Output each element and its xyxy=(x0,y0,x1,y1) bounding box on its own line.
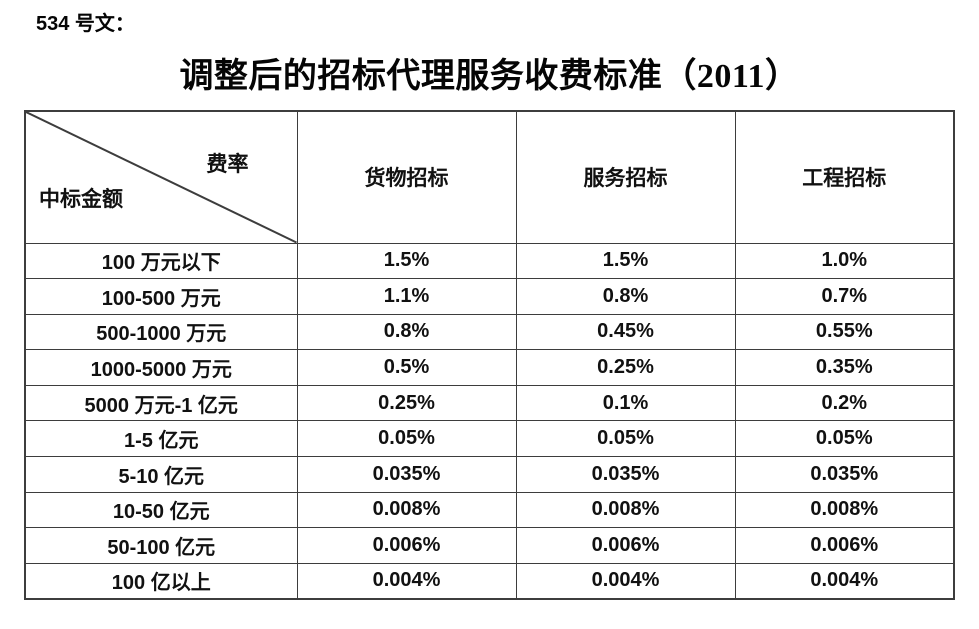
diagonal-divider-line xyxy=(26,112,297,243)
row-label: 500-1000 万元 xyxy=(24,313,298,351)
fee-cell: 0.2% xyxy=(734,384,955,422)
fee-cell: 0.035% xyxy=(515,456,736,493)
table-row: 1-5 亿元 0.05% 0.05% 0.05% xyxy=(24,420,955,458)
fee-cell: 0.006% xyxy=(734,527,955,564)
row-label: 100 亿以上 xyxy=(24,562,298,600)
row-label: 50-100 亿元 xyxy=(24,527,298,564)
fee-cell: 0.5% xyxy=(296,349,517,386)
row-label: 100 万元以下 xyxy=(24,242,298,280)
row-label: 5-10 亿元 xyxy=(24,456,298,493)
table-row: 10-50 亿元 0.008% 0.008% 0.008% xyxy=(24,491,955,529)
table-row: 100-500 万元 1.1% 0.8% 0.7% xyxy=(24,278,955,315)
fee-cell: 0.004% xyxy=(296,562,517,600)
fee-cell: 0.008% xyxy=(296,491,517,529)
row-label: 1-5 亿元 xyxy=(24,420,298,458)
fee-cell: 0.1% xyxy=(515,384,736,422)
fee-cell: 0.55% xyxy=(734,313,955,351)
table-row: 5000 万元-1 亿元 0.25% 0.1% 0.2% xyxy=(24,384,955,422)
fee-cell: 0.8% xyxy=(515,278,736,315)
corner-header-cell: 费率 中标金额 xyxy=(24,110,298,244)
fee-cell: 0.008% xyxy=(734,491,955,529)
fee-cell: 1.5% xyxy=(515,242,736,280)
row-label: 10-50 亿元 xyxy=(24,491,298,529)
fee-cell: 0.004% xyxy=(734,562,955,600)
row-label: 100-500 万元 xyxy=(24,278,298,315)
fee-cell: 0.035% xyxy=(734,456,955,493)
corner-label-rate: 费率 xyxy=(206,152,249,176)
fee-cell: 0.45% xyxy=(515,313,736,351)
column-header-goods-bidding: 货物招标 xyxy=(296,110,517,244)
table-row: 50-100 亿元 0.006% 0.006% 0.006% xyxy=(24,527,955,564)
fee-table: 费率 中标金额 货物招标 服务招标 工程招标 100 万元以下 1.5% 1.5… xyxy=(24,110,955,600)
fee-cell: 0.006% xyxy=(515,527,736,564)
column-header-service-bidding: 服务招标 xyxy=(515,110,736,244)
table-row: 1000-5000 万元 0.5% 0.25% 0.35% xyxy=(24,349,955,386)
fee-cell: 0.05% xyxy=(296,420,517,458)
column-header-engineering-bidding: 工程招标 xyxy=(734,110,955,244)
table-row: 5-10 亿元 0.035% 0.035% 0.035% xyxy=(24,456,955,493)
fee-cell: 1.1% xyxy=(296,278,517,315)
fee-cell: 0.006% xyxy=(296,527,517,564)
fee-cell: 0.004% xyxy=(515,562,736,600)
fee-cell: 0.035% xyxy=(296,456,517,493)
fee-cell: 0.25% xyxy=(296,384,517,422)
header-row: 费率 中标金额 货物招标 服务招标 工程招标 xyxy=(24,110,955,244)
doc-number: 534 号文： xyxy=(36,13,135,35)
fee-cell: 0.8% xyxy=(296,313,517,351)
fee-cell: 0.35% xyxy=(734,349,955,386)
page-title: 调整后的招标代理服务收费标准（2011） xyxy=(179,58,800,95)
table-row: 100 亿以上 0.004% 0.004% 0.004% xyxy=(24,562,955,600)
corner-label-award-amount: 中标金额 xyxy=(39,187,123,211)
fee-cell: 0.05% xyxy=(515,420,736,458)
fee-cell: 0.008% xyxy=(515,491,736,529)
fee-cell: 1.0% xyxy=(734,242,955,280)
fee-cell: 0.05% xyxy=(734,420,955,458)
fee-cell: 0.7% xyxy=(734,278,955,315)
table-row: 500-1000 万元 0.8% 0.45% 0.55% xyxy=(24,313,955,351)
fee-cell: 0.25% xyxy=(515,349,736,386)
row-label: 5000 万元-1 亿元 xyxy=(24,384,298,422)
row-label: 1000-5000 万元 xyxy=(24,349,298,386)
table-row: 100 万元以下 1.5% 1.5% 1.0% xyxy=(24,242,955,280)
fee-cell: 1.5% xyxy=(296,242,517,280)
